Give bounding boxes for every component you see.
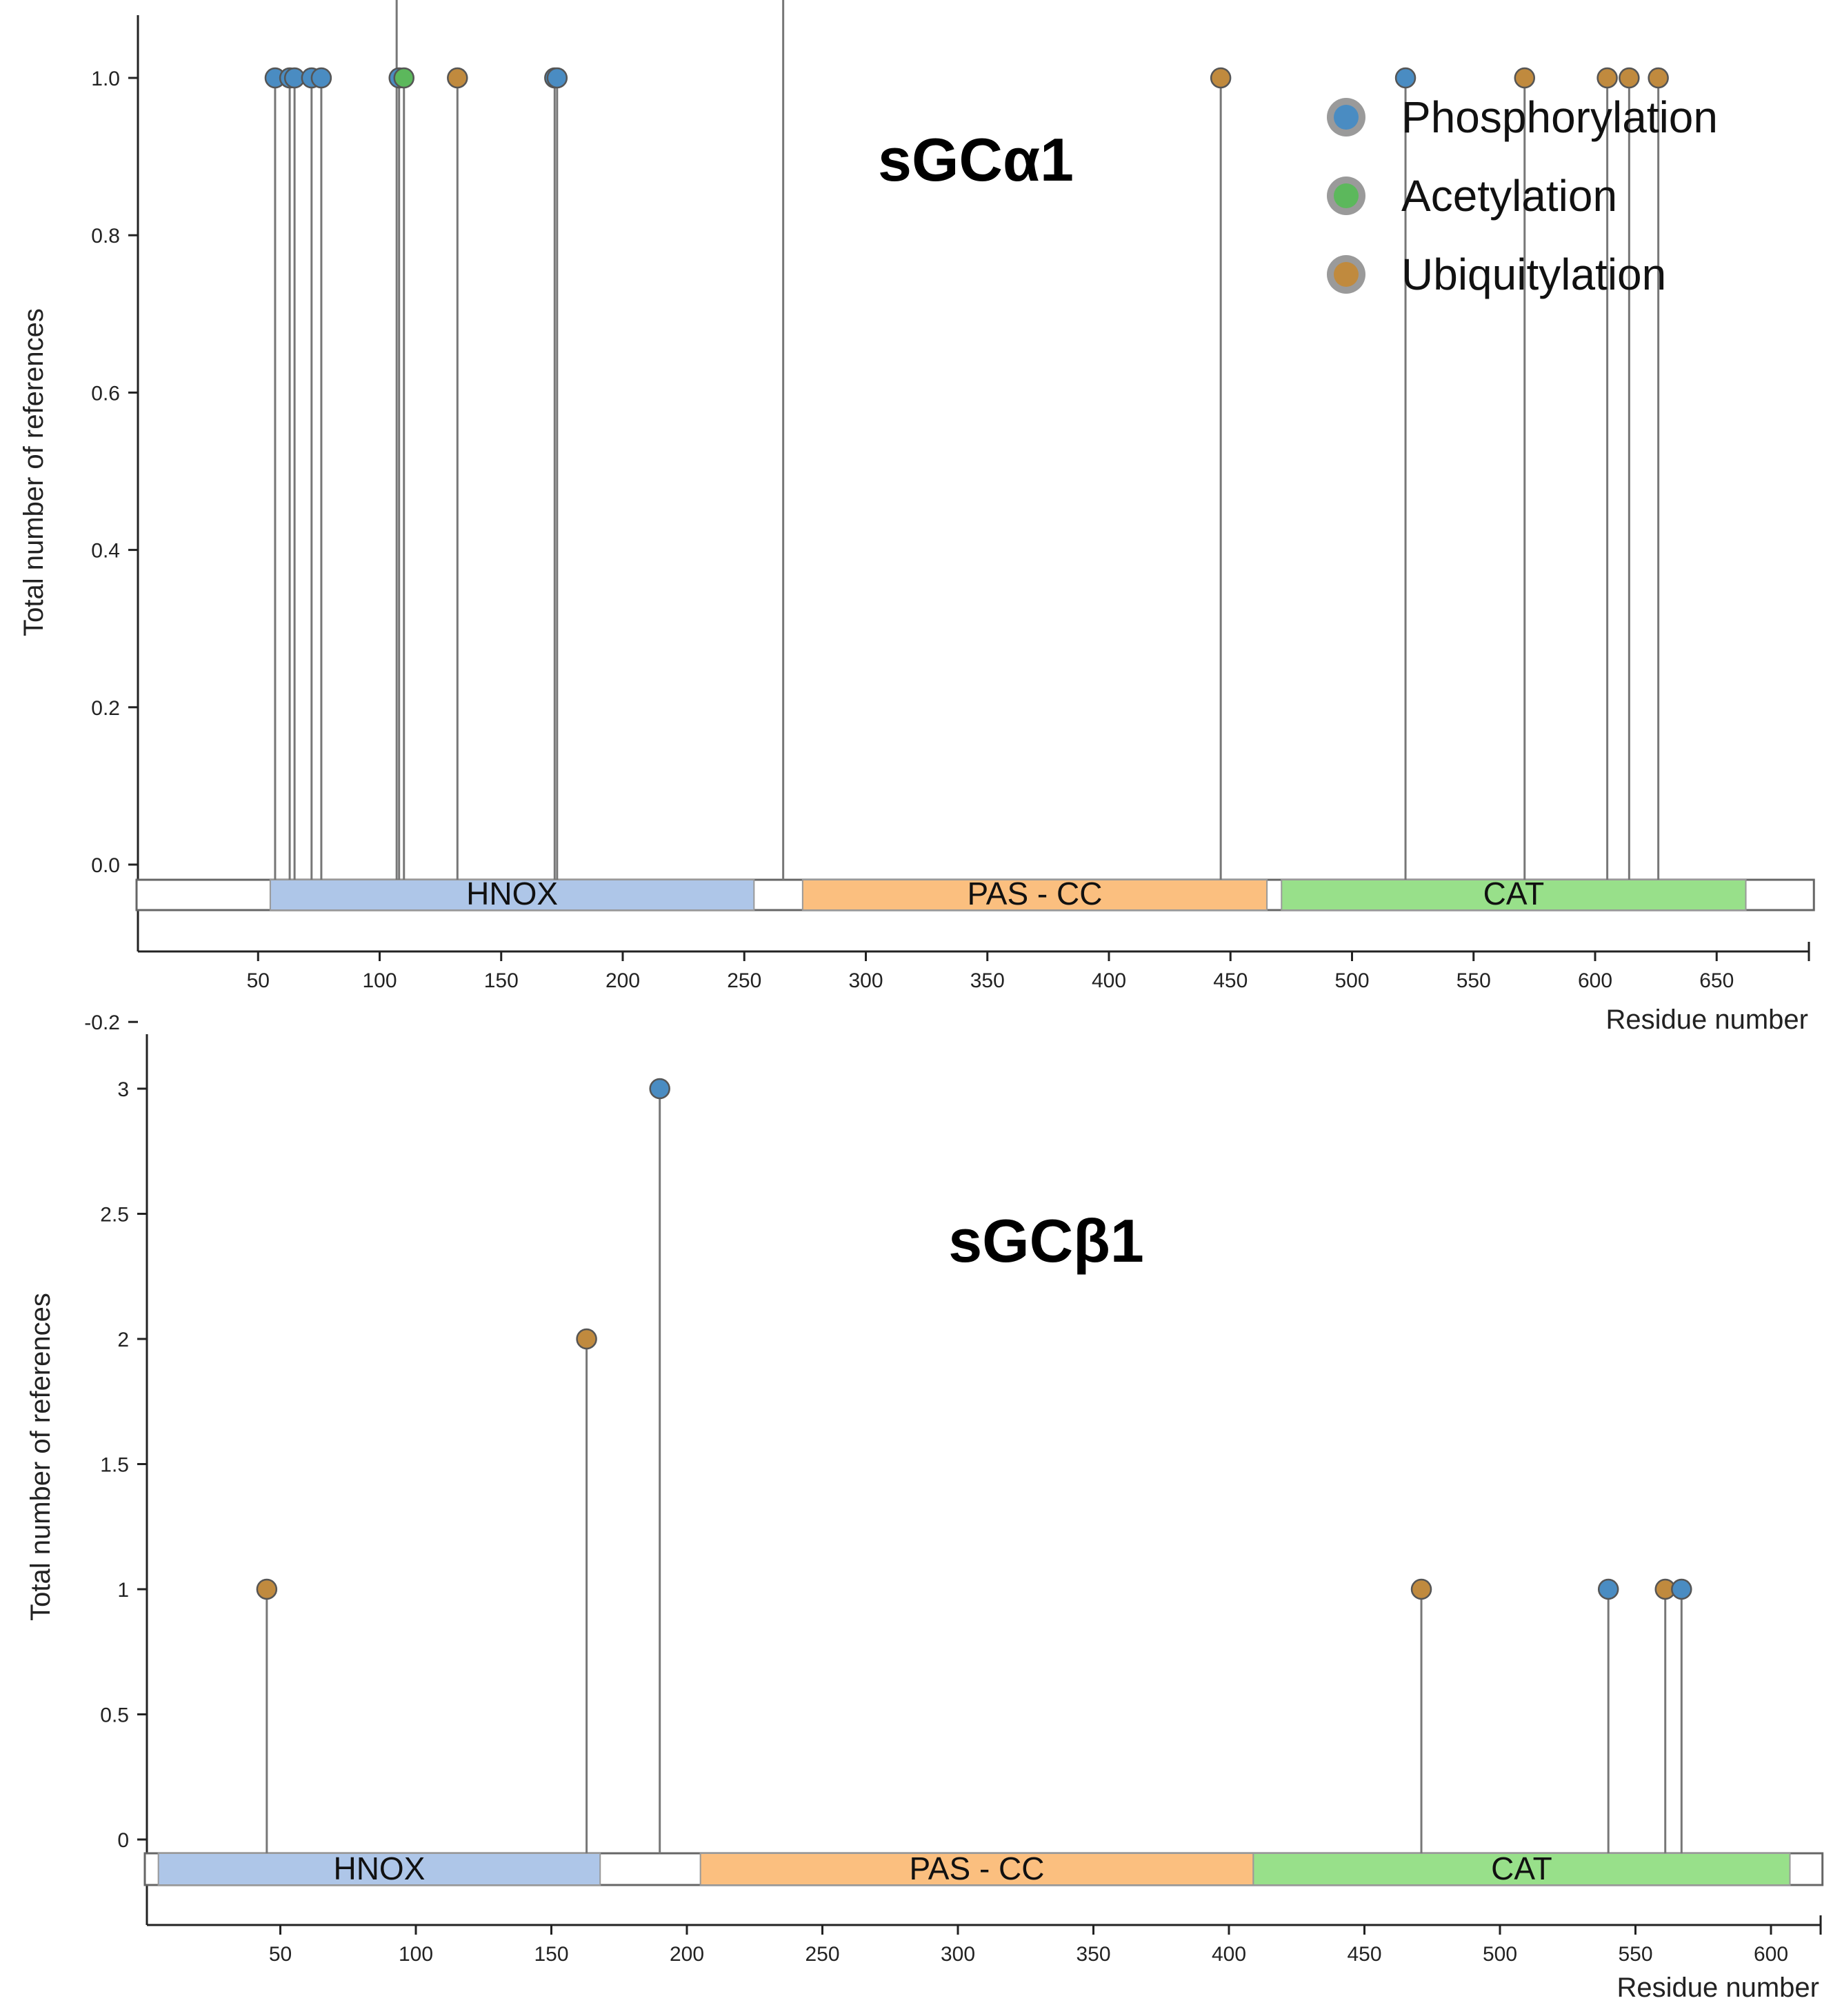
domain-hnox xyxy=(157,1853,601,1886)
y-tick-label: 0.6 xyxy=(91,382,120,405)
legend-marker-ubiquitylation xyxy=(1334,262,1359,287)
y-tick-label: 3 xyxy=(117,1078,129,1101)
y-tick-label: 0.5 xyxy=(100,1704,129,1727)
chart-title: sGCβ1 xyxy=(948,1207,1144,1275)
domain-label: CAT xyxy=(1491,1851,1552,1886)
legend-label: Ubiquitylation xyxy=(1401,250,1666,299)
data-point-phosphorylation xyxy=(310,67,332,89)
x-tick-label: 300 xyxy=(848,969,883,992)
y-tick-label: 2.5 xyxy=(100,1204,129,1227)
chart-title: sGCα1 xyxy=(878,125,1074,194)
x-tick-label: 400 xyxy=(1212,1943,1246,1966)
x-tick-label: 50 xyxy=(269,1943,292,1966)
legend-label: Phosphorylation xyxy=(1401,92,1718,142)
x-tick-label: 50 xyxy=(247,969,270,992)
x-tick-label: 550 xyxy=(1618,1943,1652,1966)
y-tick-label: 0 xyxy=(117,1829,129,1852)
x-tick-label: 250 xyxy=(805,1943,839,1966)
y-tick-label: 1 xyxy=(117,1579,129,1602)
data-point-phosphorylation xyxy=(1394,67,1416,89)
x-tick-label: 300 xyxy=(941,1943,975,1966)
x-tick-label: 200 xyxy=(605,969,640,992)
data-point-phosphorylation xyxy=(1671,1578,1692,1600)
x-tick-label: 450 xyxy=(1347,1943,1381,1966)
x-tick-label: 100 xyxy=(399,1943,433,1966)
x-tick-label: 450 xyxy=(1213,969,1248,992)
domain-label: PAS - CC xyxy=(968,876,1103,911)
legend-label: Acetylation xyxy=(1401,171,1617,221)
x-tick-label: 200 xyxy=(670,1943,704,1966)
domain-pas-cc xyxy=(801,879,1268,911)
x-tick-label: 350 xyxy=(970,969,1005,992)
domain-cat xyxy=(1252,1853,1791,1886)
legend: Phosphorylation Acetylation Ubiquitylation xyxy=(1327,92,1718,299)
data-point-ubiquitylation xyxy=(1596,67,1618,89)
y-axis-title: Total number of references xyxy=(19,308,49,636)
domain-cat xyxy=(1281,879,1747,911)
x-tick-label: 600 xyxy=(1578,969,1612,992)
data-point-phosphorylation xyxy=(1597,1578,1619,1600)
x-tick-label: 500 xyxy=(1334,969,1369,992)
y-tick-label: 0.0 xyxy=(91,854,120,877)
y-tick-label: 0.2 xyxy=(91,697,120,720)
y-tick-label: 1.0 xyxy=(91,68,120,90)
data-point-ubiquitylation xyxy=(256,1578,278,1600)
domain-pas-cc xyxy=(699,1853,1254,1886)
data-point-phosphorylation xyxy=(546,67,568,89)
data-point-ubiquitylation xyxy=(447,67,468,89)
domain-label: HNOX xyxy=(333,1851,425,1886)
x-tick-label: 550 xyxy=(1456,969,1491,992)
x-tick-label: 650 xyxy=(1699,969,1734,992)
x-tick-label: 250 xyxy=(727,969,761,992)
domain-label: CAT xyxy=(1483,876,1545,911)
y-tick-label: -0.2 xyxy=(84,1011,120,1034)
y-tick-label: 1.5 xyxy=(100,1454,129,1477)
y-axis-title: Total number of references xyxy=(26,1293,56,1621)
x-tick-label: 100 xyxy=(362,969,397,992)
data-point-phosphorylation xyxy=(649,1078,670,1100)
data-point-ubiquitylation xyxy=(576,1328,597,1350)
legend-marker-phosphorylation xyxy=(1334,105,1359,130)
x-tick-label: 150 xyxy=(484,969,519,992)
data-point-ubiquitylation xyxy=(1514,67,1536,89)
domain-label: HNOX xyxy=(466,876,558,911)
x-tick-label: 600 xyxy=(1754,1943,1788,1966)
x-tick-label: 350 xyxy=(1076,1943,1110,1966)
chart-panel-alpha1: -0.20.00.20.40.60.81.01.21.41.61.82.0501… xyxy=(19,0,1815,1035)
data-point-acetylation xyxy=(393,67,414,89)
data-point-ubiquitylation xyxy=(1210,67,1232,89)
domain-label: PAS - CC xyxy=(910,1851,1045,1886)
y-tick-label: 0.8 xyxy=(91,225,120,248)
x-axis-title: Residue number xyxy=(1606,1005,1809,1035)
x-tick-label: 500 xyxy=(1483,1943,1517,1966)
domain-hnox xyxy=(269,879,755,911)
legend-marker-acetylation xyxy=(1334,183,1359,208)
y-tick-label: 2 xyxy=(117,1329,129,1351)
x-axis-title: Residue number xyxy=(1617,1973,1820,2003)
y-tick-label: 0.4 xyxy=(91,540,120,563)
x-tick-label: 150 xyxy=(534,1943,568,1966)
data-point-ubiquitylation xyxy=(1648,67,1669,89)
data-point-ubiquitylation xyxy=(1410,1578,1432,1600)
data-point-ubiquitylation xyxy=(1619,67,1640,89)
x-tick-label: 400 xyxy=(1092,969,1126,992)
